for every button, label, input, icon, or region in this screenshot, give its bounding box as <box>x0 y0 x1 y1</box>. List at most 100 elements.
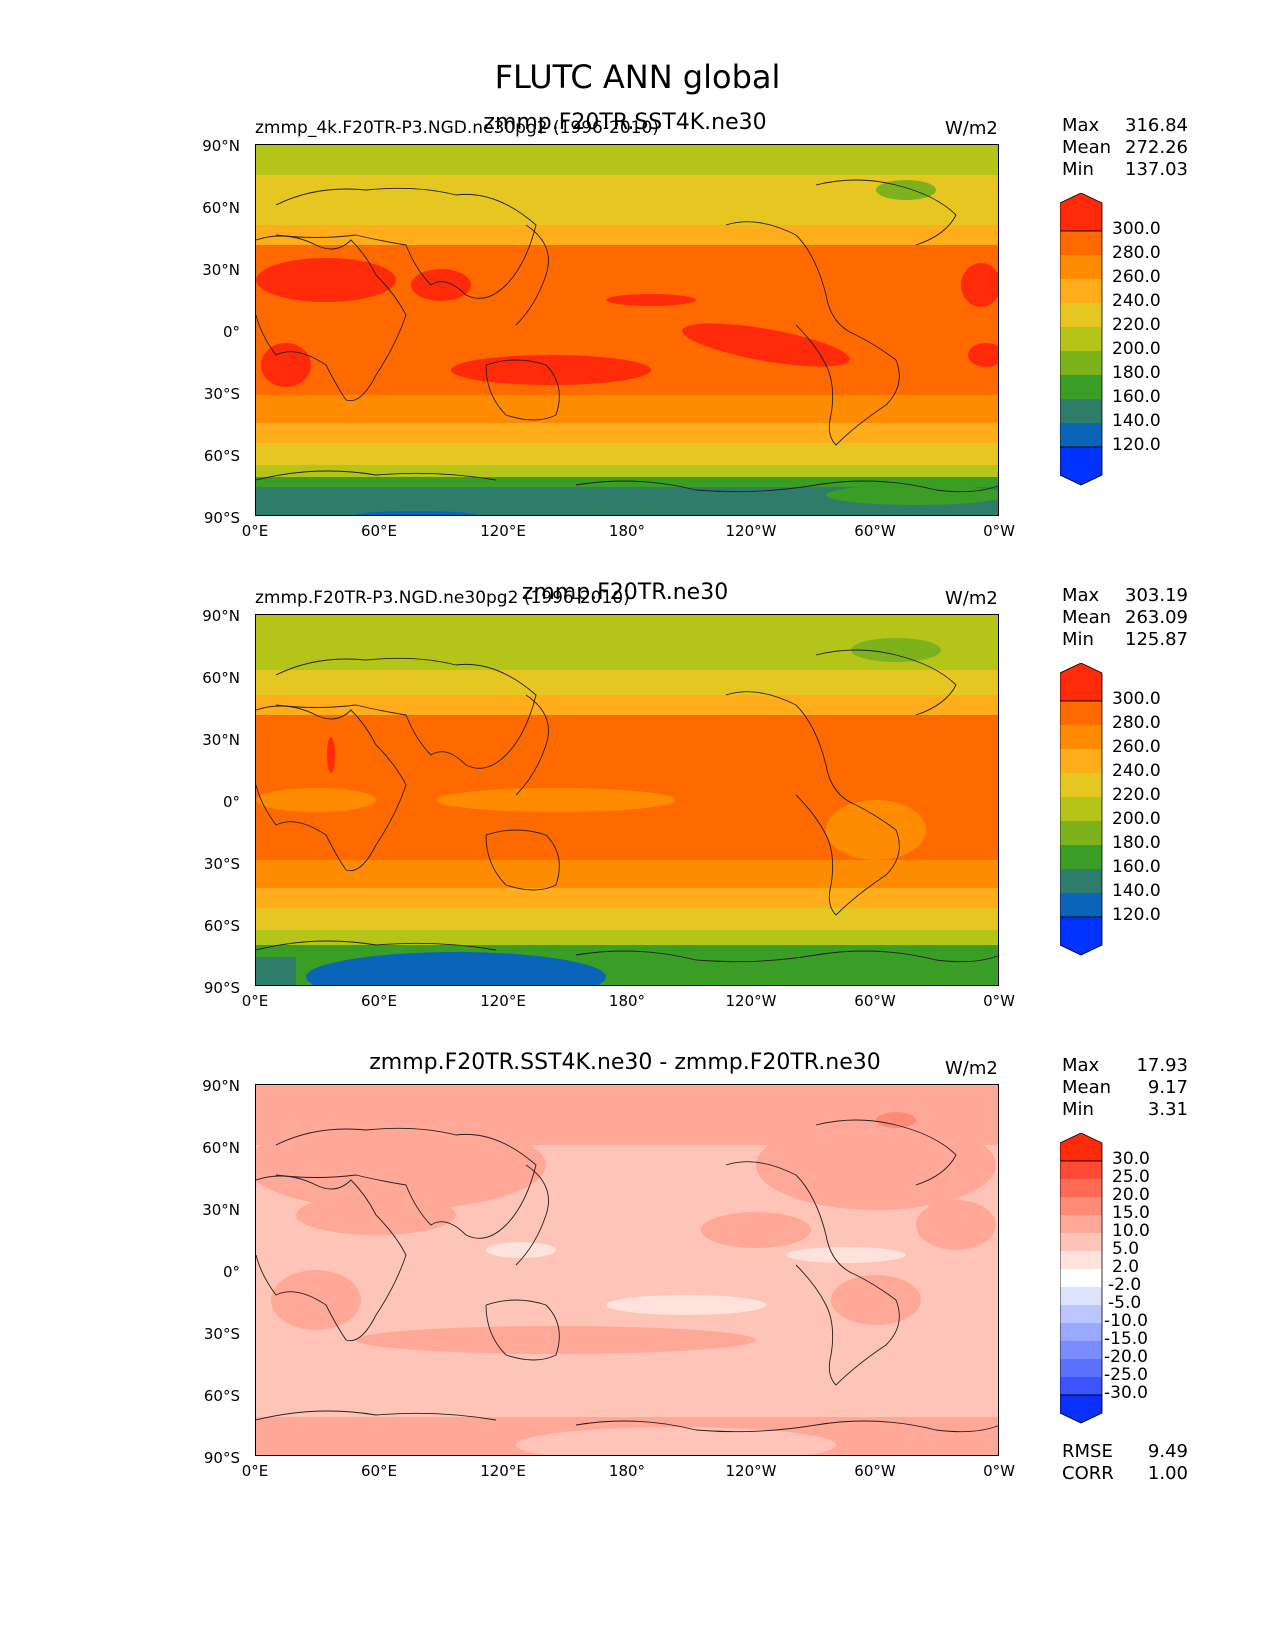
stat-label: Mean <box>1062 137 1112 158</box>
colorbar: 300.0 280.0 260.0 240.0 220.0 200.0 180.… <box>1059 662 1161 967</box>
colorbar-label: 200.0 <box>1112 809 1161 829</box>
panel-diff: zmmp.F20TR.SST4K.ne30 - zmmp.F20TR.ne30 … <box>0 1050 1275 1528</box>
panel-left-title: zmmp.F20TR-P3.NGD.ne30pg2 (1996-2010) <box>255 588 630 608</box>
figure-title: FLUTC ANN global <box>494 58 781 96</box>
stat-label: Mean <box>1062 1077 1112 1098</box>
lat-tick: 60°N <box>202 669 240 687</box>
lon-tick: 0°E <box>241 522 269 540</box>
colorbar-label: 5.0 <box>1112 1239 1140 1259</box>
lat-tick: 30°S <box>203 385 240 403</box>
lon-tick: 0°W <box>983 992 1015 1010</box>
lon-tick: 0°E <box>241 992 269 1010</box>
colorbar-label: 120.0 <box>1112 905 1161 925</box>
colorbar-label: 280.0 <box>1112 243 1161 263</box>
lat-tick: 0° <box>222 793 240 811</box>
lon-tick: 180° <box>608 1462 646 1480</box>
lat-tick: 60°S <box>203 447 240 465</box>
lat-tick: 90°N <box>202 1077 240 1095</box>
lon-tick: 120°W <box>725 522 777 540</box>
stat-label: CORR <box>1062 1463 1114 1484</box>
colorbar-label: 15.0 <box>1112 1203 1150 1223</box>
stat-label: RMSE <box>1062 1441 1113 1462</box>
colorbar-label: -30.0 <box>1104 1383 1148 1403</box>
colorbar-label: -10.0 <box>1104 1311 1148 1331</box>
colorbar-label: 140.0 <box>1112 411 1161 431</box>
units-label: W/m2 <box>945 588 998 609</box>
colorbar-label: -20.0 <box>1104 1347 1148 1367</box>
stat-label: Max <box>1062 115 1100 136</box>
lon-tick: 0°E <box>241 1462 269 1480</box>
colorbar-label: 10.0 <box>1112 1221 1150 1241</box>
lon-tick: 120°E <box>480 522 526 540</box>
lat-tick: 90°S <box>203 1449 240 1467</box>
colorbar-label: -15.0 <box>1104 1329 1148 1349</box>
lon-tick: 120°W <box>725 992 777 1010</box>
colorbar: 30.0 25.0 20.0 15.0 10.0 5.0 2.0 -2.0 -5… <box>1059 1132 1150 1437</box>
colorbar-label: 120.0 <box>1112 435 1161 455</box>
lat-tick: 0° <box>222 1263 240 1281</box>
lon-tick: 60°W <box>854 1462 896 1480</box>
map-ref <box>255 614 999 986</box>
colorbar-label: 180.0 <box>1112 833 1161 853</box>
colorbar-label: 160.0 <box>1112 857 1161 877</box>
lat-tick: 30°S <box>203 855 240 873</box>
colorbar-label: 25.0 <box>1112 1167 1150 1187</box>
lon-tick: 0°W <box>983 522 1015 540</box>
stat-value: 9.17 <box>1147 1077 1188 1098</box>
colorbar-label: 200.0 <box>1112 339 1161 359</box>
stat-value: 1.00 <box>1147 1463 1188 1484</box>
stat-value: 17.93 <box>1136 1055 1188 1076</box>
stat-label: Min <box>1062 1099 1094 1120</box>
lat-tick: 90°S <box>203 979 240 997</box>
colorbar-label: 300.0 <box>1112 219 1161 239</box>
colorbar-label: 140.0 <box>1112 881 1161 901</box>
colorbar-label: 260.0 <box>1112 267 1161 287</box>
colorbar-label: 240.0 <box>1112 761 1161 781</box>
stat-value: 303.19 <box>1125 585 1188 606</box>
stat-value: 137.03 <box>1125 159 1188 180</box>
colorbar-label: 160.0 <box>1112 387 1161 407</box>
panel-ref: zmmp.F20TR-P3.NGD.ne30pg2 (1996-2010) zm… <box>0 580 1275 1058</box>
lon-tick: 60°E <box>360 522 398 540</box>
colorbar-svg <box>1059 192 1103 486</box>
lon-tick: 180° <box>608 992 646 1010</box>
lat-tick: 60°N <box>202 199 240 217</box>
lon-tick: 120°E <box>480 1462 526 1480</box>
stat-value: 3.31 <box>1147 1099 1188 1120</box>
lat-tick: 0° <box>222 323 240 341</box>
stat-value: 272.26 <box>1125 137 1188 158</box>
lat-tick: 30°N <box>202 261 240 279</box>
stat-value: 125.87 <box>1125 629 1188 650</box>
colorbar: 300.0 280.0 260.0 240.0 220.0 200.0 180.… <box>1059 192 1161 497</box>
stat-label: Mean <box>1062 607 1112 628</box>
lat-tick: 30°N <box>202 731 240 749</box>
stat-label: Max <box>1062 585 1100 606</box>
colorbar-label: 2.0 <box>1112 1257 1140 1277</box>
units-label: W/m2 <box>945 1058 998 1079</box>
lat-tick: 90°N <box>202 137 240 155</box>
lat-tick: 30°S <box>203 1325 240 1343</box>
panel-center-title: zmmp.F20TR.ne30 <box>521 580 729 605</box>
lat-tick: 60°S <box>203 917 240 935</box>
panel-center-title: zmmp.F20TR.SST4K.ne30 <box>483 110 767 135</box>
lon-tick: 180° <box>608 522 646 540</box>
lat-tick: 30°N <box>202 1201 240 1219</box>
lat-tick: 90°S <box>203 509 240 527</box>
colorbar-label: 180.0 <box>1112 363 1161 383</box>
colorbar-label: 260.0 <box>1112 737 1161 757</box>
colorbar-label: 30.0 <box>1112 1149 1150 1169</box>
lat-tick: 60°N <box>202 1139 240 1157</box>
colorbar-label: -2.0 <box>1108 1275 1142 1295</box>
lon-tick: 60°E <box>360 992 398 1010</box>
panel-left-title: zmmp_4k.F20TR-P3.NGD.ne30pg2 (1996-2010) <box>255 118 659 138</box>
lon-tick: 0°W <box>983 1462 1015 1480</box>
panel-test: zmmp_4k.F20TR-P3.NGD.ne30pg2 (1996-2010)… <box>0 110 1275 588</box>
lon-tick: 60°W <box>854 522 896 540</box>
lon-tick: 60°W <box>854 992 896 1010</box>
lat-tick: 60°S <box>203 1387 240 1405</box>
lon-tick: 60°E <box>360 1462 398 1480</box>
stat-value: 9.49 <box>1147 1441 1188 1462</box>
map-test <box>255 144 999 516</box>
stat-label: Max <box>1062 1055 1100 1076</box>
lat-tick: 90°N <box>202 607 240 625</box>
